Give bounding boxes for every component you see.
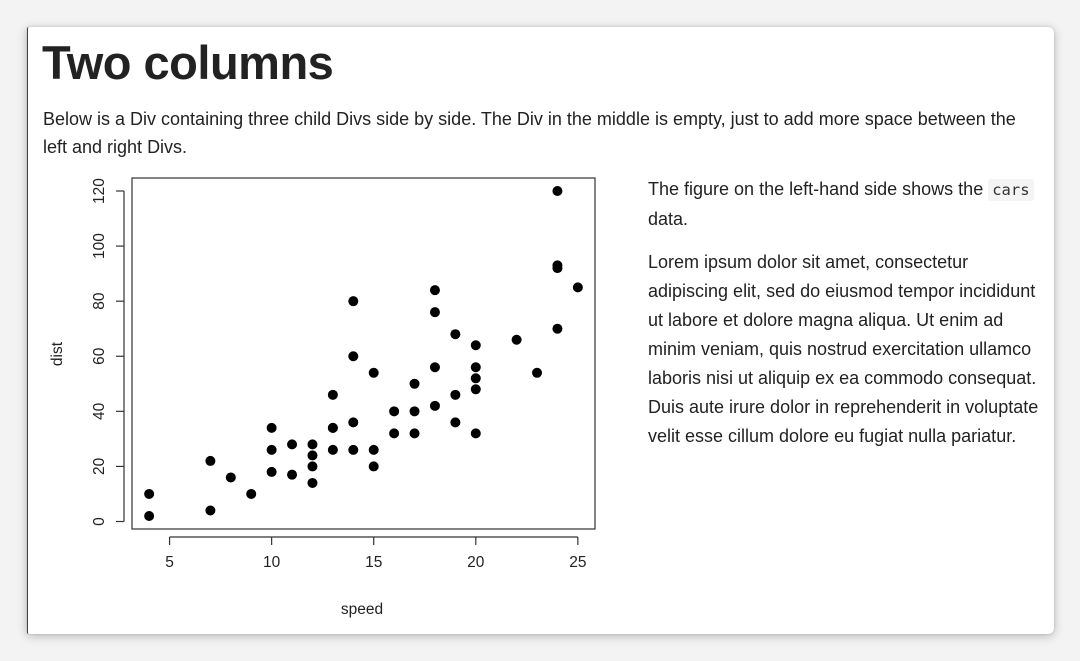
x-tick-label: 25 [569,554,586,571]
data-point [470,340,481,351]
data-point [205,505,216,516]
data-point [409,378,420,389]
data-point [429,400,440,411]
page-title: Two columns [42,36,334,89]
data-point [348,417,359,428]
y-axis: 0 20 40 60 80 100 120 [91,178,125,526]
x-tick-label: 20 [467,554,485,571]
figure-description-end: data. [648,209,689,229]
cars-scatter-plot: 5 10 15 20 25 0 20 40 60 80 100 120 speed dist [49,177,596,618]
y-tick-label: 60 [91,347,108,365]
data-point [287,439,298,450]
data-point [205,455,216,466]
data-point [266,466,277,477]
data-point [572,282,583,293]
data-point [287,469,298,480]
x-tick-label: 15 [365,554,382,571]
lorem-paragraph: Lorem ipsum dolor sit amet, consectetur … [648,252,1039,446]
data-point [470,384,481,395]
data-point [348,351,359,362]
data-point [368,461,379,472]
y-tick-label: 120 [91,178,108,204]
x-tick-label: 10 [263,554,281,571]
data-point [552,323,563,334]
data-point [552,186,563,196]
data-point [144,511,155,521]
data-point [225,472,236,483]
document-page: Two columns Below is a Div containing th… [27,27,1054,634]
data-point [532,367,543,378]
data-point [307,450,318,461]
data-point [409,406,420,417]
data-point [327,444,338,455]
data-point [348,296,359,307]
x-tick-label: 5 [165,554,174,571]
figure-description-text: The figure on the left-hand side shows t… [648,179,989,199]
data-point [266,422,277,433]
plot-frame [131,177,596,530]
figure-description: The figure on the left-hand side shows t… [648,175,1048,234]
right-column: The figure on the left-hand side shows t… [648,175,1048,465]
data-point [429,362,440,373]
data-point [470,373,481,384]
y-tick-label: 20 [91,457,108,475]
data-point [511,334,522,345]
data-point [450,417,461,428]
x-axis-label: speed [341,601,383,618]
data-point [307,439,318,450]
data-point [246,488,257,499]
data-point [348,444,359,455]
data-points [144,186,583,521]
data-point [368,444,379,455]
data-point [409,428,420,439]
x-axis: 5 10 15 20 25 [165,536,586,571]
y-tick-label: 80 [91,292,108,310]
data-point [266,444,277,455]
data-point [470,428,481,439]
data-point [450,389,461,400]
data-point [368,367,379,378]
y-tick-label: 0 [91,517,108,526]
data-point [327,389,338,400]
data-point [552,260,563,271]
data-point [144,488,155,499]
data-point [429,285,440,296]
data-point [429,307,440,318]
data-point [470,362,481,373]
data-point [450,329,461,340]
data-point [389,406,400,417]
cars-code: cars [988,179,1034,201]
data-point [327,422,338,433]
y-axis-label: dist [49,341,66,366]
data-point [389,428,400,439]
data-point [307,477,318,488]
y-tick-label: 100 [91,233,108,259]
y-tick-label: 40 [91,402,108,420]
data-point [307,461,318,472]
intro-paragraph: Below is a Div containing three child Di… [43,109,1016,157]
